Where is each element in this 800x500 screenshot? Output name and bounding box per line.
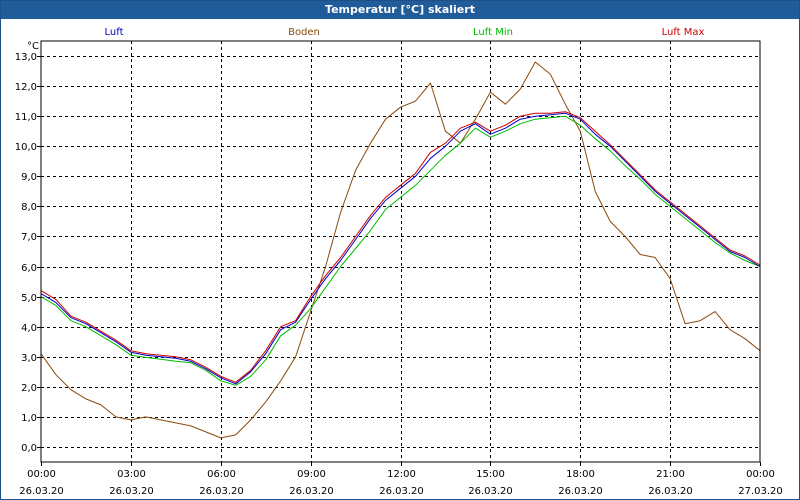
y-axis-ticks: 0,0 1,0 2,0 3,0 4,0 5,0 6,0 7,0 8,0 9,0 10,0 11,0 12… [15, 52, 41, 454]
legend-entry-luft: Luft [105, 27, 124, 38]
y-tick-label: 2,0 [21, 383, 37, 394]
y-tick-label: 13,0 [15, 52, 37, 63]
x-tick-time-label: 15:00 [476, 469, 505, 480]
legend-entry-luft-min: Luft Min [473, 27, 513, 38]
x-tick-date-label: 27.03.20 [738, 486, 783, 497]
x-tick-time-label: 09:00 [297, 469, 326, 480]
x-tick-time-label: 06:00 [207, 469, 236, 480]
y-tick-label: 4,0 [21, 323, 37, 334]
y-tick-label: 8,0 [21, 202, 37, 213]
y-tick-label: 0,0 [21, 443, 37, 454]
y-tick-label: 11,0 [15, 112, 37, 123]
x-tick-date-label: 26.03.20 [199, 486, 244, 497]
x-tick-time-label: 18:00 [566, 469, 595, 480]
y-tick-label: 7,0 [21, 232, 37, 243]
x-tick-date-label: 26.03.20 [289, 486, 334, 497]
x-tick-date-label: 26.03.20 [109, 486, 154, 497]
y-axis-label: °C [27, 41, 39, 52]
x-tick-date-label: 26.03.20 [648, 486, 693, 497]
series-lines [40, 61, 761, 439]
plot-area-border [40, 40, 761, 463]
legend: Luft Boden Luft Min Luft Max [105, 27, 705, 38]
legend-entry-boden: Boden [288, 27, 320, 38]
y-tick-label: 5,0 [21, 293, 37, 304]
y-tick-label: 9,0 [21, 172, 37, 183]
x-tick-date-label: 26.03.20 [558, 486, 603, 497]
x-tick-date-label: 26.03.20 [19, 486, 64, 497]
y-tick-label: 10,0 [15, 142, 37, 153]
x-tick-time-label: 12:00 [387, 469, 416, 480]
x-tick-time-label: 00:00 [746, 469, 775, 480]
y-tick-label: 3,0 [21, 353, 37, 364]
x-tick-date-label: 26.03.20 [468, 486, 513, 497]
series-line-boden [40, 61, 761, 439]
legend-entry-luft-max: Luft Max [662, 27, 705, 38]
series-line-luft-max [40, 111, 761, 383]
series-line-luft-min [40, 115, 761, 386]
window-title: Temperatur [°C] skaliert [1, 1, 799, 19]
x-tick-time-label: 03:00 [117, 469, 146, 480]
y-tick-label: 6,0 [21, 263, 37, 274]
x-tick-date-label: 26.03.20 [379, 486, 424, 497]
y-tick-label: 1,0 [21, 413, 37, 424]
x-axis-ticks: 00:00 26.03.20 03:00 26.03.20 06:00 26.03.20 0… [19, 462, 783, 497]
x-tick-time-label: 00:00 [27, 469, 56, 480]
series-line-luft [40, 112, 761, 385]
x-tick-time-label: 21:00 [656, 469, 685, 480]
grid [41, 41, 760, 462]
y-tick-label: 12,0 [15, 82, 37, 93]
